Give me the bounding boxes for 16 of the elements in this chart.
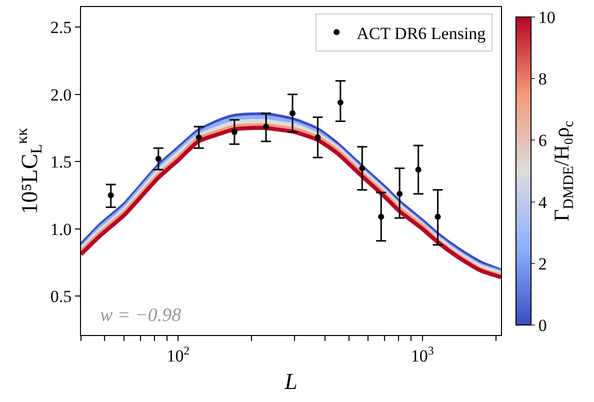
color-bar-label: 2 (538, 254, 547, 274)
y-tick-label: 2.5 (50, 18, 72, 38)
x-tick-label: 10$^{2}$ (166, 343, 190, 366)
color-bar-label: 10 (538, 8, 556, 27)
y-tick-label: 1.0 (50, 220, 72, 239)
color-bar-label: 0 (538, 316, 547, 335)
x-axis-title: L (284, 369, 298, 394)
y-tick-label: 2.0 (50, 85, 72, 104)
y-tick-label: 1.5 (50, 152, 72, 172)
annotation: w = −0.98 (100, 305, 182, 326)
color-bar-label: 8 (538, 70, 547, 89)
legend-label: ACT DR6 Lensing (356, 24, 486, 43)
x-tick-label: 10$^{3}$ (410, 343, 434, 366)
color-bar-label: 4 (538, 192, 548, 212)
color-bar-label: 6 (538, 131, 547, 150)
y-tick-label: 0.5 (50, 286, 72, 306)
